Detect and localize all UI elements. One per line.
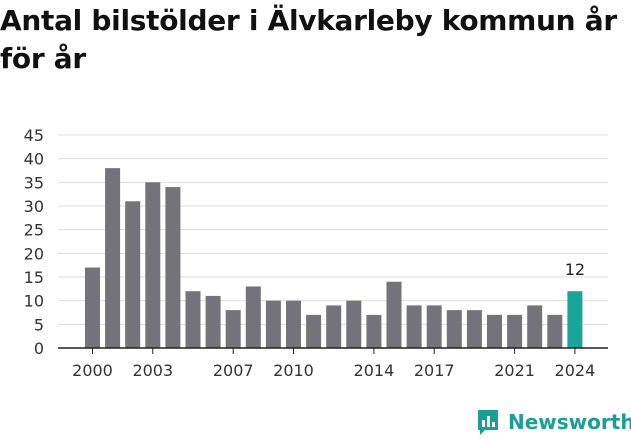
bar-chart-icon [478,410,498,435]
x-tick-label: 2014 [354,361,395,380]
bar-2024 [567,291,583,348]
bar-2016 [406,305,422,348]
bar-2002 [125,201,141,348]
logo-text: Newsworthy [508,410,631,434]
bar-2006 [205,295,221,348]
bar-2011 [306,314,322,348]
x-tick-label: 2017 [414,361,455,380]
bar-2008 [245,286,261,348]
data-label-2024: 12 [565,260,585,279]
bar-2020 [487,314,502,348]
bar-2001 [105,168,121,348]
bar-2022 [527,305,543,348]
bar-2017 [426,305,442,348]
x-tick-label: 2003 [132,361,173,380]
x-tick-label: 2007 [213,361,254,380]
bar-2005 [185,291,201,348]
y-tick-label: 5 [34,315,44,334]
y-tick-label: 35 [24,173,44,192]
x-tick-label: 2000 [72,361,113,380]
y-tick-label: 20 [24,244,44,263]
y-tick-label: 25 [24,221,44,240]
bar-2013 [346,300,362,348]
bar-chart: 0 5 10 15 20 25 30 35 40 45 12 2000 2003 2007 2010 2014… [24,126,608,380]
bar-2010 [286,300,301,348]
bar-2012 [326,305,342,348]
y-tick-label: 40 [24,150,44,169]
bar-2015 [386,281,402,348]
bar-2019 [466,310,482,348]
bar-2000 [85,267,100,348]
bar-2023 [547,314,563,348]
y-tick-label: 30 [24,197,44,216]
bar-2014 [366,314,382,348]
y-tick-label: 10 [24,292,44,311]
x-tick-label: 2024 [555,361,596,380]
newsworthy-logo: Newsworthy [476,407,631,437]
x-tick-label: 2010 [273,361,314,380]
chart-title: Antal bilstölder i Älvkarleby kommun år … [0,4,617,75]
bar-2018 [446,310,462,348]
bar-2021 [507,314,523,348]
y-tick-label: 15 [24,268,44,287]
bar-2004 [165,187,181,348]
bar-2009 [265,300,281,348]
bar-2003 [145,182,161,348]
bar-2007 [225,310,241,348]
x-tick-label: 2021 [494,361,535,380]
y-tick-label: 0 [34,339,44,358]
y-tick-label: 45 [24,126,44,145]
